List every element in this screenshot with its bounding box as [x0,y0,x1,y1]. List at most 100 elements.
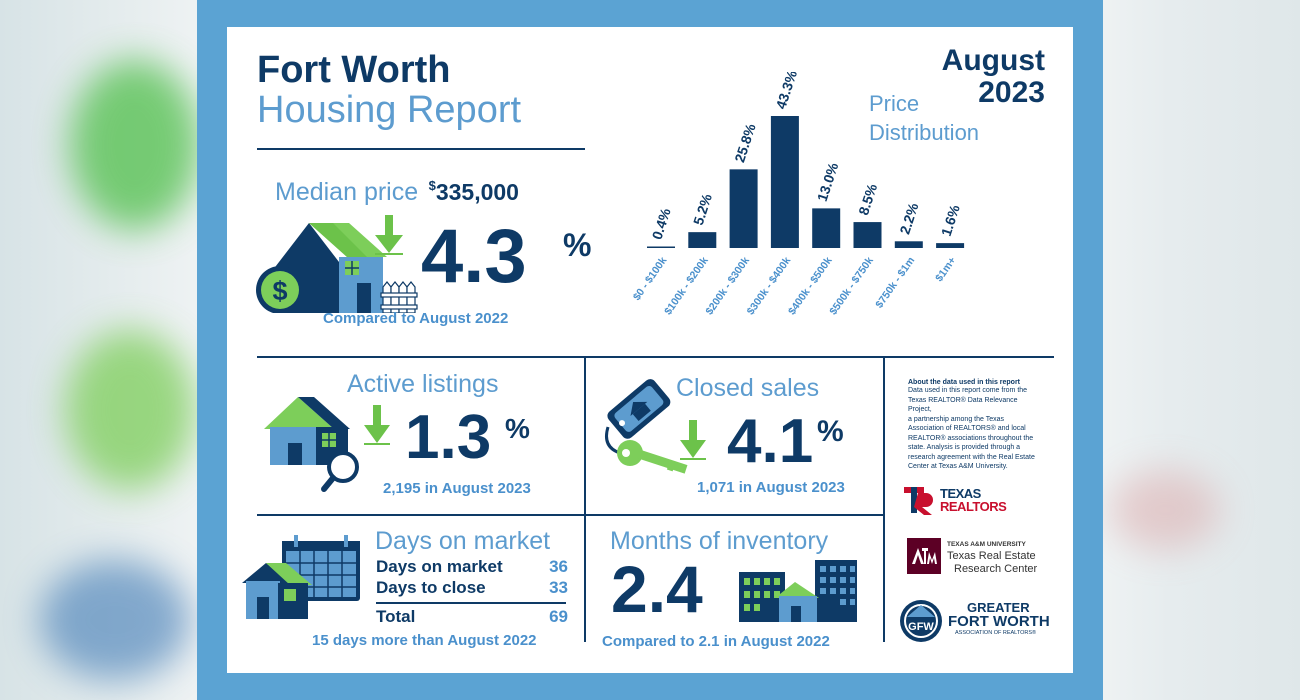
house-money-icon: $ [256,223,418,313]
median-change-unit: % [563,227,592,263]
background-blur-green [70,60,200,230]
days-row-label: Days on market [376,557,503,576]
gfw-logo-line2: FORT WORTH [948,613,1050,630]
median-down-arrow-icon [375,215,403,255]
active-listings-sub: 2,195 in August 2023 [383,480,531,497]
price-bar-value-label: 43.3% [773,72,801,111]
price-bar [853,222,882,248]
closed-change-value: 4.1 [727,407,814,476]
texas-realtors-logo: TEXAS REALTORS [904,484,1024,516]
price-distribution-label: Price Distribution [869,89,979,147]
price-bar-value-label: 13.0% [814,160,842,203]
background-blur-red [1110,470,1220,550]
housing-report-card: Fort Worth Housing Report August 2023 Pr… [227,27,1073,673]
price-bar-value-label: 1.6% [938,202,963,238]
days-total-value: 69 [549,607,568,626]
house-calendar-icon [242,535,360,619]
gfw-logo: GFW GREATER FORT WORTH ASSOCIATION OF RE… [899,598,1069,646]
tamu-logo: TEXAS A&M UNIVERSITY Texas Real Estate R… [907,538,1057,578]
buildings-icon [739,560,857,622]
price-bar-value-label: 5.2% [690,191,715,227]
about-data-line: Data used in this report come from the [908,387,1028,394]
about-data-line: REALTOR® associations throughout the [908,434,1034,442]
about-data-line: a partnership among the Texas [908,415,1004,423]
gfw-logo-line3: ASSOCIATION OF REALTORS® [955,630,1037,636]
tamu-logo-small: TEXAS A&M UNIVERSITY [947,541,1026,548]
price-bar [894,241,923,248]
price-distribution-label-line2: Distribution [869,120,980,145]
months-inventory-value: 2.4 [611,552,703,626]
section-divider [257,514,884,516]
about-data-line: state. Analysis is provided through a [908,444,1021,451]
active-down-arrow-icon [364,405,390,445]
median-price-row: Median price $335,000 [275,178,519,207]
price-bar-value-label: 25.8% [731,121,759,164]
price-bar-value-label: 0.4% [649,206,674,242]
median-compare: Compared to August 2022 [323,310,509,327]
active-change-value: 1.3 [405,403,492,472]
median-price-currency: $ [428,178,436,193]
days-on-market-title: Days on market [375,527,551,555]
price-bar [812,208,841,248]
median-price-value: 335,000 [435,179,519,205]
active-change-unit: % [505,413,530,444]
price-bar-category-label: $300k - $400k [745,255,794,317]
section-divider [257,356,1054,358]
report-year: 2023 [978,76,1045,109]
about-data-line: Texas REALTOR® Data Relevance Project, [908,396,1018,414]
report-month: August [941,44,1045,77]
months-inventory-sub: Compared to 2.1 in August 2022 [602,633,830,650]
price-distribution-chart: 0.4% $0 - $100k 5.2% $100k - $200k 25.8% $200… [631,72,965,317]
days-total-rule [376,602,566,604]
days-row-label: Days to close [376,578,486,597]
key-tag-icon [605,379,688,474]
about-data-note: About the data used in this report Data … [908,379,1038,472]
report-title: Housing Report [257,89,522,131]
tamu-logo-line1: Texas Real Estate [947,550,1036,562]
price-bar-category-label: $200k - $300k [703,255,752,317]
title-underline [257,148,585,150]
closed-sales-title: Closed sales [676,374,820,402]
price-bar-category-label: $400k - $500k [786,255,835,317]
svg-text:$: $ [272,276,287,306]
price-bar [770,116,799,248]
price-bar-value-label: 2.2% [896,200,921,236]
closed-change-unit: % [817,415,844,448]
price-bar-category-label: $500k - $750k [827,255,876,317]
price-bar-category-label: $0 - $100k [631,255,670,303]
active-listings-title: Active listings [347,370,499,398]
tamu-emblem-icon [912,548,937,564]
about-data-line: Center at Texas A&M University. [908,463,1008,470]
days-row-value: 36 [549,557,568,576]
price-bar [688,232,717,248]
background-blur-blue [40,560,190,680]
about-data-line: research agreement with the Real Estate [908,453,1035,461]
texas-realtors-logo-line2: REALTORS [940,499,1007,514]
closed-down-arrow-icon [680,420,706,460]
section-divider [883,357,885,642]
report-city: Fort Worth [257,49,451,91]
price-bar-category-label: $750k - $1m [873,255,917,311]
days-total-label: Total [376,607,416,626]
price-bar [729,169,758,248]
days-on-market-sub: 15 days more than August 2022 [312,632,537,649]
price-bar-category-label: $1m+ [933,255,958,284]
months-inventory-title: Months of inventory [610,527,829,555]
about-data-line: Association of REALTORS® and local [908,425,1026,432]
svg-text:GFW: GFW [908,621,934,633]
closed-sales-sub: 1,071 in August 2023 [697,479,845,496]
gfw-logo-line1: GREATER [967,600,1030,615]
texas-realtors-logo-line1: TEXAS [940,486,981,501]
price-bar [936,243,965,248]
texas-realtors-mark-icon [904,487,933,515]
tamu-logo-line2: Research Center [954,563,1038,575]
report-date: August 2023 [942,45,1045,109]
gfw-emblem-icon: GFW [900,600,942,642]
section-divider [584,357,586,642]
about-data-heading: About the data used in this report [908,379,1021,386]
house-search-icon [264,397,359,492]
price-bar [647,246,675,248]
price-distribution-label-line1: Price [869,91,920,116]
median-price-label: Median price [275,178,419,206]
price-bar-category-label: $100k - $200k [662,255,711,317]
